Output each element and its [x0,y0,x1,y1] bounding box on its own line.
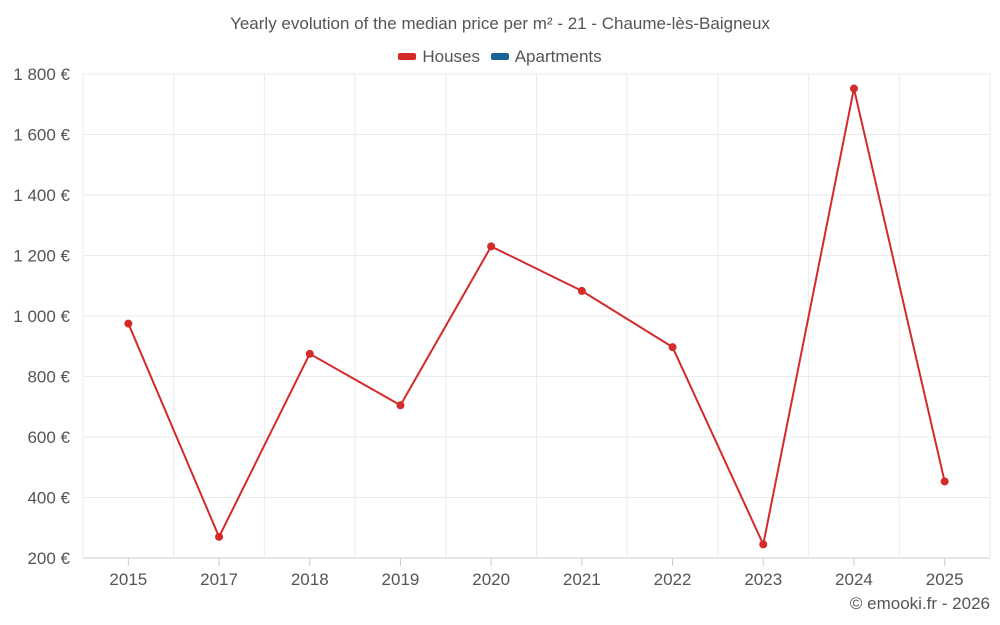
legend: Houses Apartments [0,45,1000,67]
legend-label-houses: Houses [422,46,480,66]
x-tick-label: 2020 [472,570,510,589]
x-tick-label: 2019 [382,570,420,589]
legend-swatch-apartments [490,53,509,60]
data-point [940,477,949,486]
series-line-houses [127,87,946,546]
y-tick-label: 1 600 € [13,126,70,145]
x-tick-label: 2025 [926,570,964,589]
legend-item-houses[interactable]: Houses [398,47,480,67]
x-tick-label: 2024 [835,570,873,589]
legend-item-apartments[interactable]: Apartments [490,46,602,67]
y-tick-label: 1 200 € [13,247,70,266]
data-point [124,319,133,328]
data-point [849,84,858,93]
x-tick-label: 2021 [563,570,601,589]
data-point [668,343,677,352]
data-point [305,349,314,358]
x-tick-label: 2018 [291,570,329,589]
x-tick-label: 2017 [200,570,238,589]
data-point [577,286,586,295]
data-point [487,242,496,251]
y-tick-label: 600 € [27,428,70,447]
data-point [396,401,405,410]
data-point [759,540,768,549]
y-tick-label: 1 800 € [13,65,70,84]
y-tick-label: 1 000 € [13,307,70,326]
y-tick-label: 400 € [27,489,70,508]
y-tick-label: 800 € [27,368,70,387]
x-tick-label: 2015 [109,570,147,589]
chart-title: Yearly evolution of the median price per… [230,14,770,33]
credit-text: © emooki.fr - 2026 [849,594,990,613]
x-tick-label: 2023 [744,570,782,589]
y-tick-label: 1 400 € [13,186,70,205]
data-point [215,532,224,541]
y-tick-label: 200 € [27,549,70,568]
x-tick-label: 2022 [654,570,692,589]
legend-label-apartments: Apartments [514,46,602,66]
legend-swatch-houses [398,53,417,60]
